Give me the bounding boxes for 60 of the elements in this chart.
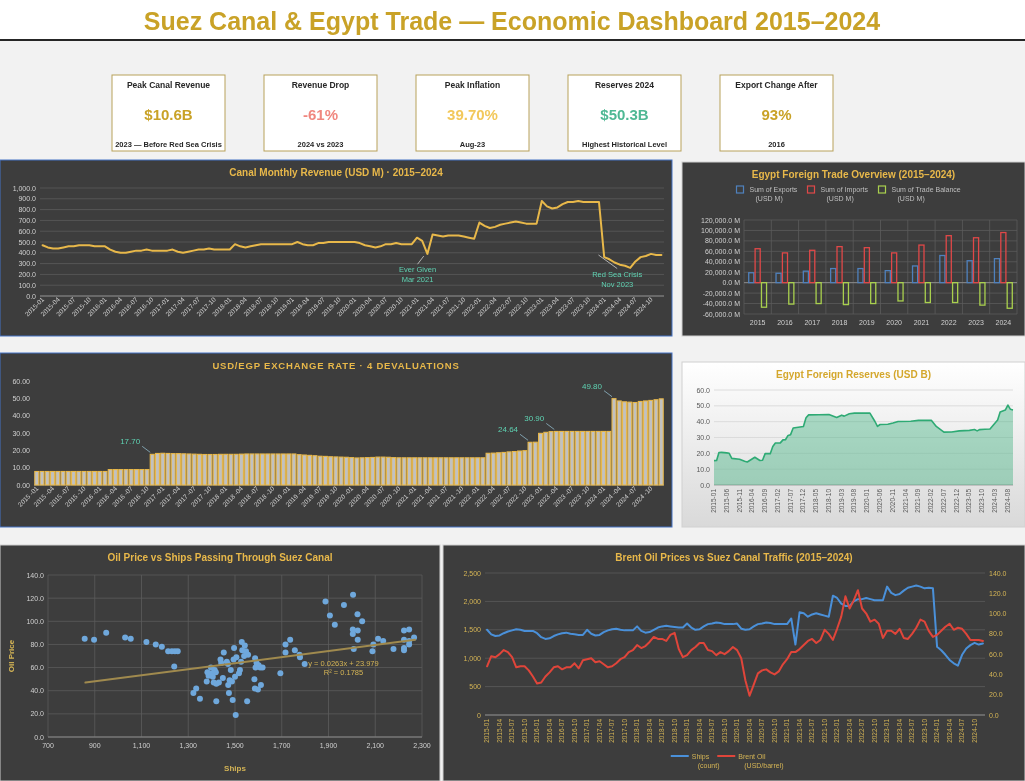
line-series <box>41 199 663 269</box>
chart-title: Egypt Foreign Reserves (USD B) <box>775 369 932 380</box>
bar <box>1000 231 1007 284</box>
data-label: 17.70 <box>120 437 141 447</box>
text: Export Change After <box>735 80 819 90</box>
chart-title: USD/EGP EXCHANGE RATE · 4 DEVALUATIONS <box>212 360 460 371</box>
x-axis-title: Ships <box>224 764 247 773</box>
bar <box>829 267 837 284</box>
data-label: 24.64 <box>498 425 519 435</box>
bar <box>788 282 795 305</box>
bar <box>836 245 843 284</box>
bar <box>754 248 761 284</box>
text: -61% <box>302 106 339 123</box>
text: Peak Canal Revenue <box>126 80 211 90</box>
bar <box>979 282 986 306</box>
bar <box>748 272 755 284</box>
text: Reserves 2024 <box>594 80 655 90</box>
bar <box>945 235 952 284</box>
bar <box>939 254 946 284</box>
bar <box>642 400 649 486</box>
bar <box>897 282 904 302</box>
data-label: 30.90 <box>524 414 545 424</box>
bar <box>49 470 56 486</box>
data-label: 49.80 <box>581 381 603 391</box>
text: $10.6B <box>144 106 193 123</box>
bar <box>863 247 871 284</box>
chart-title: Brent Oil Prices vs Suez Canal Traffic (2015–2024) <box>615 552 853 563</box>
text: Revenue Drop <box>291 80 350 90</box>
bar <box>842 282 850 306</box>
bar <box>911 265 919 284</box>
y-axis-title: Oil Price <box>7 639 16 673</box>
bar <box>966 260 973 284</box>
bar <box>775 272 782 284</box>
bar <box>951 282 959 304</box>
bar <box>890 252 898 284</box>
chart-title: Canal Monthly Revenue (USD M) · 2015–2024 <box>229 167 444 178</box>
text: 93% <box>761 106 792 123</box>
text: $50.3B <box>600 106 649 123</box>
bar <box>815 282 822 305</box>
bar <box>870 282 877 305</box>
bar <box>1006 282 1013 309</box>
bar <box>972 237 980 284</box>
bar <box>760 282 768 308</box>
chart-title: Oil Price vs Ships Passing Through Suez Canal <box>107 552 333 563</box>
text: Peak Inflation <box>444 80 501 90</box>
bar <box>781 252 789 284</box>
bar <box>802 270 810 284</box>
bar <box>918 244 925 284</box>
bar <box>993 257 1001 284</box>
bar <box>884 270 891 284</box>
bar <box>621 401 628 486</box>
line-series <box>486 584 984 667</box>
line-series <box>486 589 984 697</box>
bar <box>924 282 932 304</box>
bar <box>857 267 864 284</box>
text: 39.70% <box>447 106 498 123</box>
bar <box>809 249 816 284</box>
bar <box>70 470 77 486</box>
text: Suez Canal & Egypt Trade — Economic Dashboard 2015–2024 <box>143 7 881 35</box>
chart-title: Egypt Foreign Trade Overview (2015–2024) <box>751 169 956 180</box>
